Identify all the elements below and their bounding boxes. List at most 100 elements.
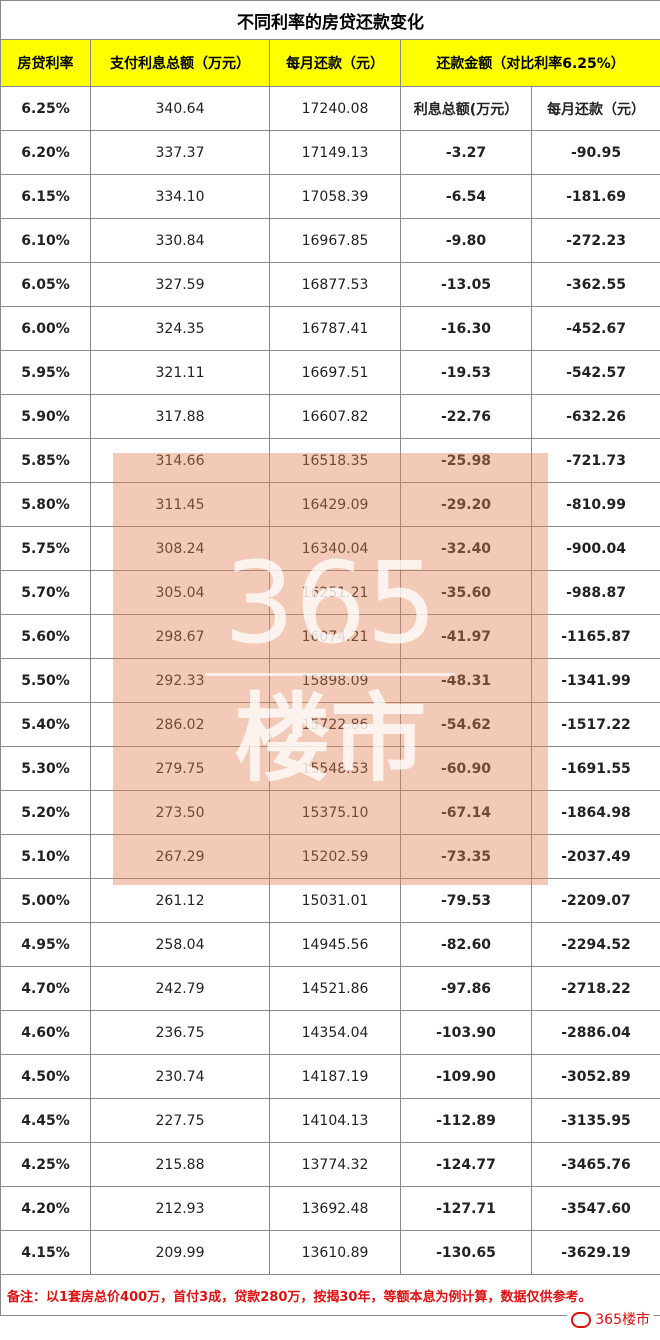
interest-cell: 292.33	[90, 658, 270, 703]
monthly-diff-cell: -2886.04	[530, 1010, 660, 1055]
interest-cell: 321.11	[90, 350, 270, 395]
interest-diff-cell: -41.97	[400, 614, 532, 659]
interest-cell: 311.45	[90, 482, 270, 527]
monthly-diff-cell: -988.87	[530, 570, 660, 615]
monthly-diff-cell: -2718.22	[530, 966, 660, 1011]
table-row: 6.10% 330.84 16967.85 -9.80 -272.23	[0, 218, 660, 263]
table-row: 4.50% 230.74 14187.19 -109.90 -3052.89	[0, 1054, 660, 1099]
monthly-cell: 16697.51	[269, 350, 401, 395]
monthly-cell: 17058.39	[269, 174, 401, 219]
monthly-diff-cell: -3135.95	[530, 1098, 660, 1143]
interest-diff-cell: -9.80	[400, 218, 532, 263]
interest-diff-cell: -67.14	[400, 790, 532, 835]
monthly-cell: 14187.19	[269, 1054, 401, 1099]
rate-cell: 4.70%	[0, 966, 91, 1011]
monthly-diff-cell: -2037.49	[530, 834, 660, 879]
interest-diff-cell: -127.71	[400, 1186, 532, 1231]
interest-diff-cell: -60.90	[400, 746, 532, 791]
interest-cell: 209.99	[90, 1230, 270, 1275]
interest-diff-cell: -112.89	[400, 1098, 532, 1143]
brand-label: 365楼市	[567, 1308, 654, 1330]
rate-cell: 4.95%	[0, 922, 91, 967]
table-row: 4.20% 212.93 13692.48 -127.71 -3547.60	[0, 1186, 660, 1231]
interest-cell: 327.59	[90, 262, 270, 307]
base-interest: 340.64	[90, 86, 270, 131]
table-row: 4.95% 258.04 14945.56 -82.60 -2294.52	[0, 922, 660, 967]
table-row: 5.50% 292.33 15898.09 -48.31 -1341.99	[0, 658, 660, 703]
interest-cell: 227.75	[90, 1098, 270, 1143]
monthly-diff-cell: -2294.52	[530, 922, 660, 967]
monthly-cell: 16429.09	[269, 482, 401, 527]
interest-cell: 279.75	[90, 746, 270, 791]
table-row: 6.15% 334.10 17058.39 -6.54 -181.69	[0, 174, 660, 219]
table-row: 5.85% 314.66 16518.35 -25.98 -721.73	[0, 438, 660, 483]
monthly-cell: 16607.82	[269, 394, 401, 439]
interest-diff-cell: -22.76	[400, 394, 532, 439]
interest-cell: 286.02	[90, 702, 270, 747]
monthly-cell: 15898.09	[269, 658, 401, 703]
interest-diff-cell: -3.27	[400, 130, 532, 175]
monthly-diff-cell: -1691.55	[530, 746, 660, 791]
subheader-monthly-diff: 每月还款（元）	[530, 86, 660, 131]
interest-diff-cell: -29.20	[400, 482, 532, 527]
interest-diff-cell: -16.30	[400, 306, 532, 351]
rate-cell: 5.20%	[0, 790, 91, 835]
monthly-cell: 13774.32	[269, 1142, 401, 1187]
table-row: 6.20% 337.37 17149.13 -3.27 -90.95	[0, 130, 660, 175]
interest-diff-cell: -13.05	[400, 262, 532, 307]
rate-cell: 5.30%	[0, 746, 91, 791]
monthly-diff-cell: -1864.98	[530, 790, 660, 835]
brand-text: 365楼市	[595, 1312, 650, 1328]
interest-cell: 317.88	[90, 394, 270, 439]
rate-cell: 5.10%	[0, 834, 91, 879]
interest-diff-cell: -48.31	[400, 658, 532, 703]
monthly-cell: 15722.86	[269, 702, 401, 747]
interest-cell: 273.50	[90, 790, 270, 835]
monthly-diff-cell: -542.57	[530, 350, 660, 395]
interest-diff-cell: -82.60	[400, 922, 532, 967]
table-row: 4.70% 242.79 14521.86 -97.86 -2718.22	[0, 966, 660, 1011]
table-row: 6.00% 324.35 16787.41 -16.30 -452.67	[0, 306, 660, 351]
table-row: 4.25% 215.88 13774.32 -124.77 -3465.76	[0, 1142, 660, 1187]
table-row: 4.45% 227.75 14104.13 -112.89 -3135.95	[0, 1098, 660, 1143]
rate-cell: 5.75%	[0, 526, 91, 571]
interest-diff-cell: -109.90	[400, 1054, 532, 1099]
base-row: 6.25% 340.64 17240.08 利息总额(万元） 每月还款（元）	[0, 86, 660, 131]
monthly-diff-cell: -900.04	[530, 526, 660, 571]
monthly-diff-cell: -3629.19	[530, 1230, 660, 1275]
interest-cell: 267.29	[90, 834, 270, 879]
table-row: 5.80% 311.45 16429.09 -29.20 -810.99	[0, 482, 660, 527]
monthly-cell: 16967.85	[269, 218, 401, 263]
rate-cell: 4.25%	[0, 1142, 91, 1187]
rate-cell: 4.50%	[0, 1054, 91, 1099]
interest-diff-cell: -79.53	[400, 878, 532, 923]
rate-cell: 5.70%	[0, 570, 91, 615]
interest-cell: 258.04	[90, 922, 270, 967]
rate-cell: 6.15%	[0, 174, 91, 219]
monthly-diff-cell: -181.69	[530, 174, 660, 219]
monthly-cell: 14354.04	[269, 1010, 401, 1055]
monthly-cell: 16787.41	[269, 306, 401, 351]
interest-diff-cell: -35.60	[400, 570, 532, 615]
table-row: 5.40% 286.02 15722.86 -54.62 -1517.22	[0, 702, 660, 747]
rate-cell: 5.95%	[0, 350, 91, 395]
monthly-cell: 14521.86	[269, 966, 401, 1011]
header-monthly: 每月还款（元）	[269, 39, 401, 87]
table-row: 5.00% 261.12 15031.01 -79.53 -2209.07	[0, 878, 660, 923]
monthly-cell: 15202.59	[269, 834, 401, 879]
interest-diff-cell: -124.77	[400, 1142, 532, 1187]
monthly-diff-cell: -1341.99	[530, 658, 660, 703]
interest-diff-cell: -32.40	[400, 526, 532, 571]
monthly-cell: 14104.13	[269, 1098, 401, 1143]
monthly-diff-cell: -90.95	[530, 130, 660, 175]
header-compare: 还款金额（对比利率6.25%）	[399, 39, 660, 87]
rate-cell: 6.10%	[0, 218, 91, 263]
rate-cell: 6.05%	[0, 262, 91, 307]
table-row: 4.60% 236.75 14354.04 -103.90 -2886.04	[0, 1010, 660, 1055]
monthly-diff-cell: -721.73	[530, 438, 660, 483]
rate-cell: 5.60%	[0, 614, 91, 659]
rate-cell: 5.50%	[0, 658, 91, 703]
header-rate: 房贷利率	[0, 39, 91, 87]
table-title: 不同利率的房贷还款变化	[0, 0, 660, 40]
